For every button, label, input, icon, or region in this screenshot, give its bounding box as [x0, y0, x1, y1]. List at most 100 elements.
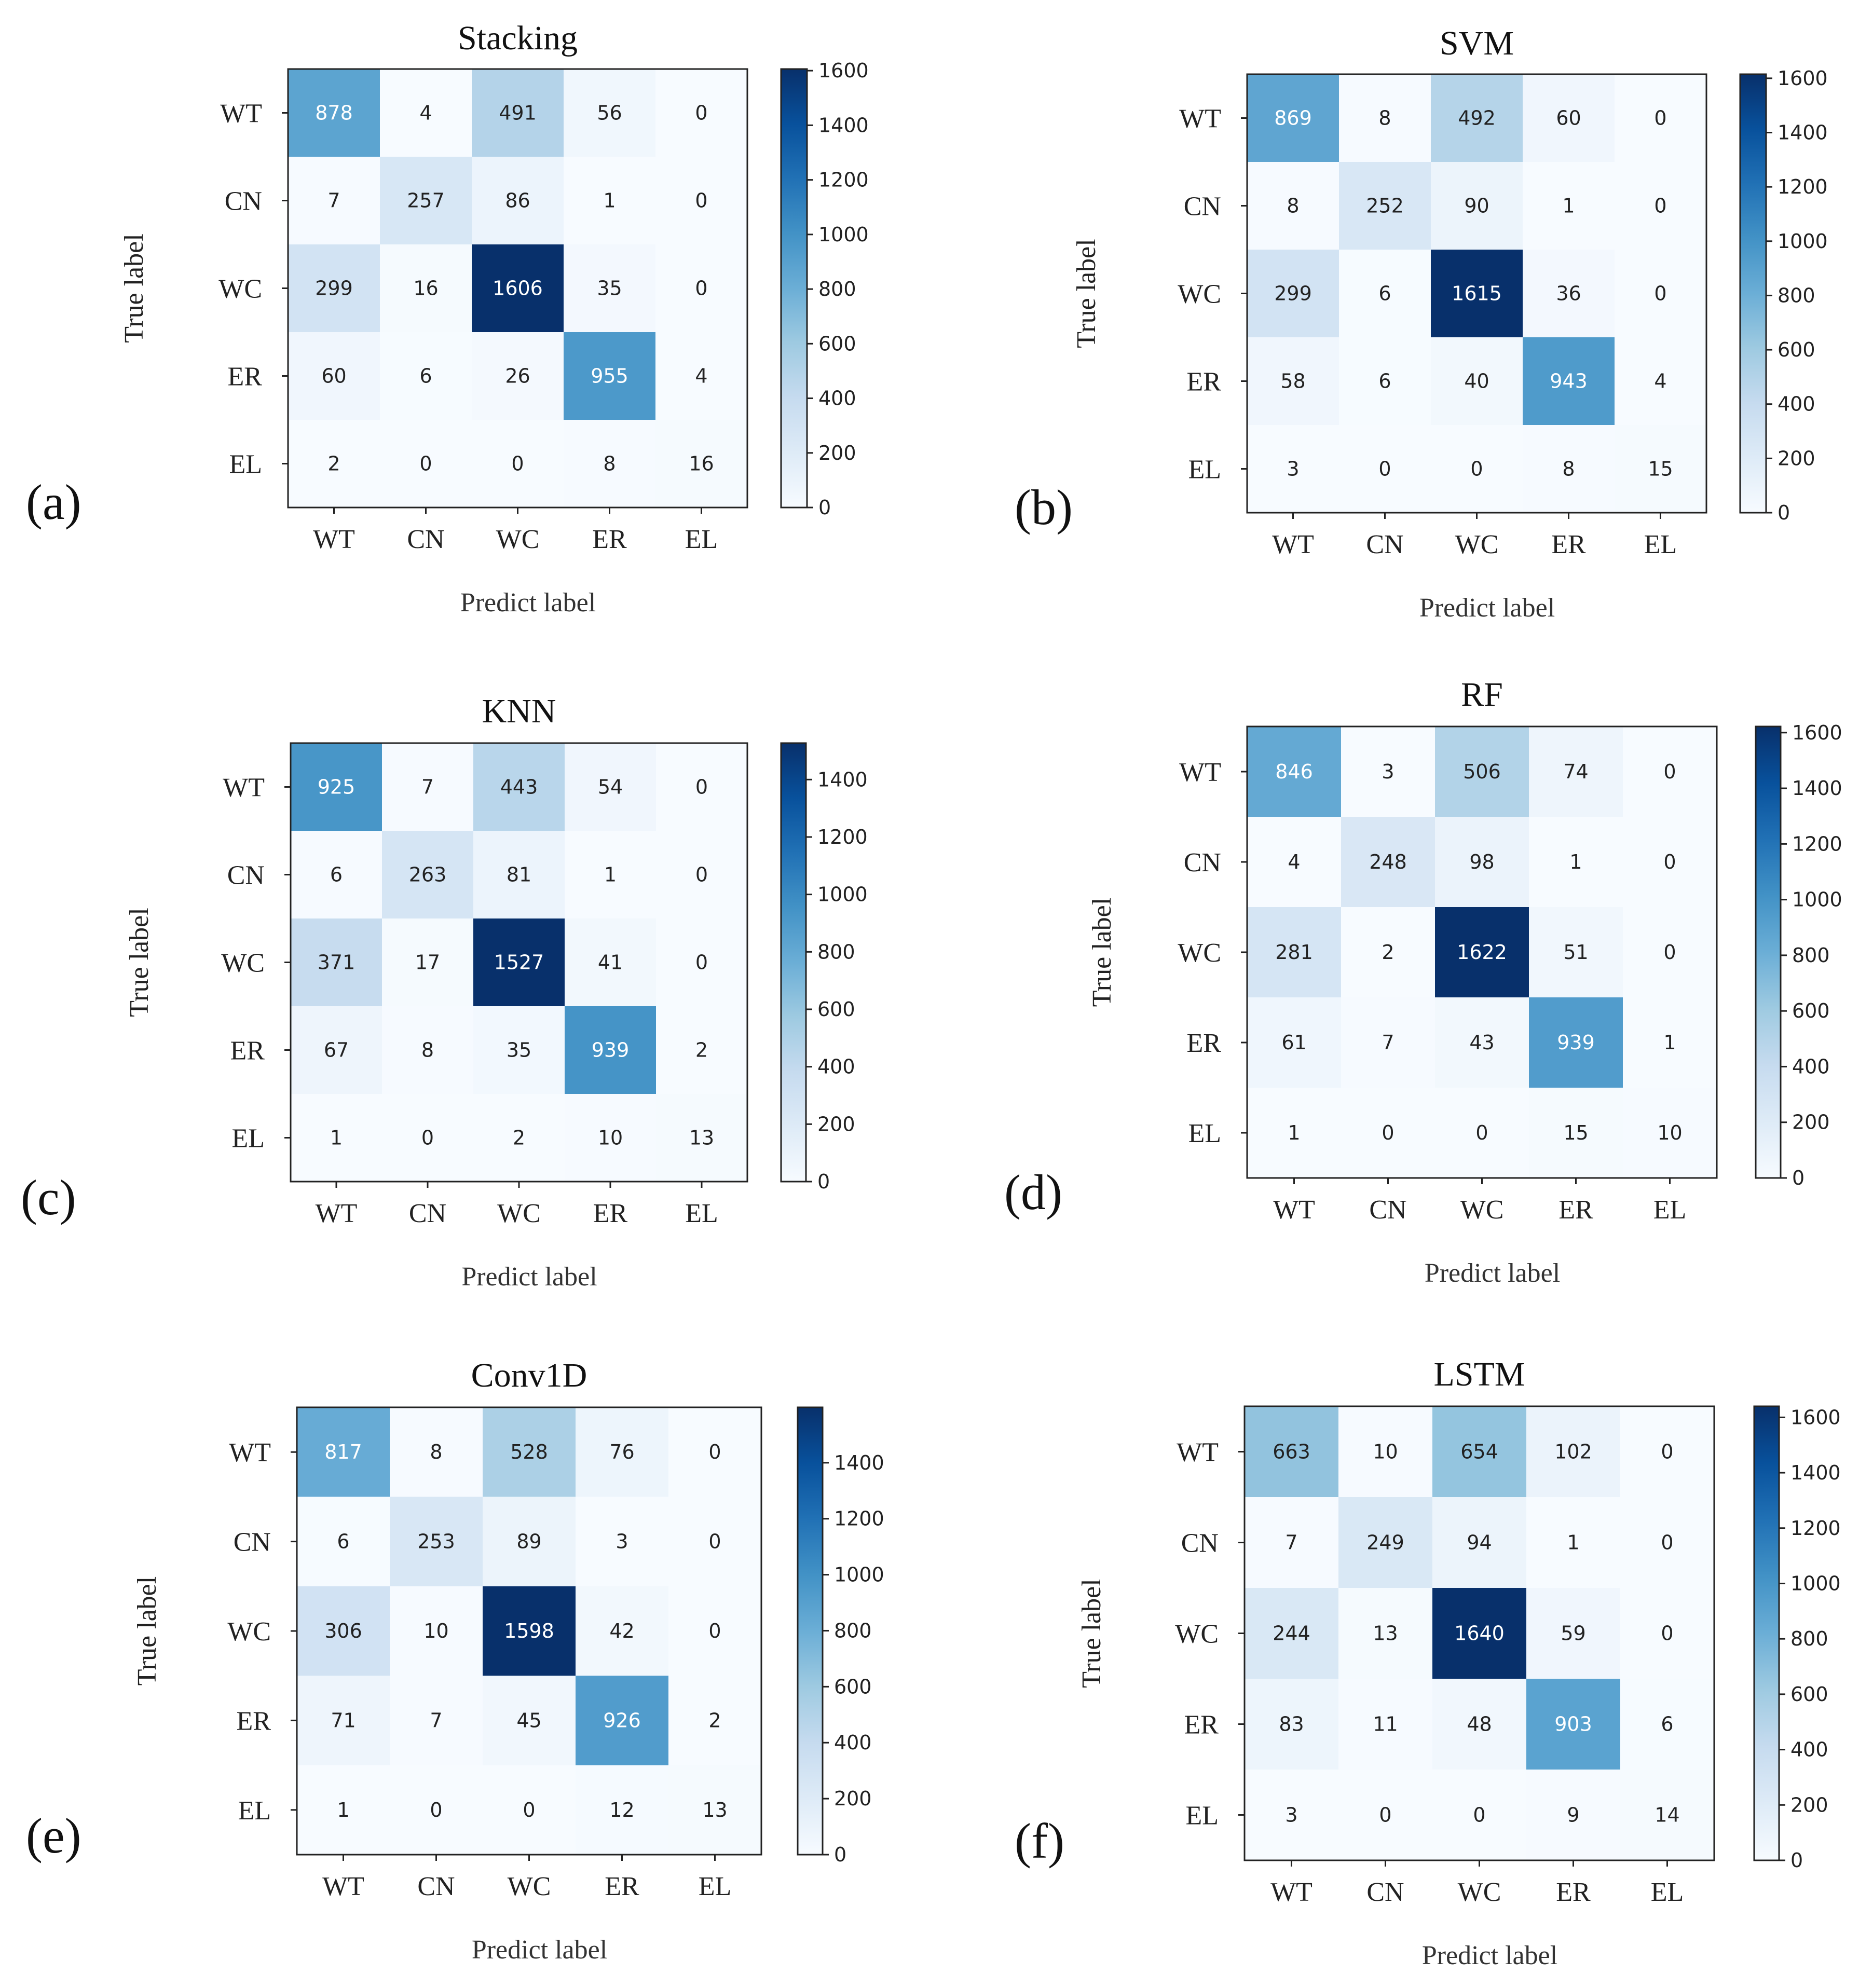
colorbar-tick-label: 1400	[1790, 1461, 1841, 1484]
cell-value-label: 528	[510, 1441, 548, 1463]
cell-cn-wc	[1431, 162, 1523, 250]
cell-cn-cn	[1338, 1497, 1433, 1588]
cell-value-label: 3	[1382, 760, 1394, 783]
cell-er-wc	[472, 332, 564, 420]
x-tick-label-wc: WC	[1455, 530, 1499, 559]
y-tick-label-wt: WT	[229, 1438, 271, 1468]
cell-value-label: 281	[1275, 941, 1313, 964]
cell-cn-cn	[1339, 162, 1431, 250]
cell-value-label: 60	[1556, 107, 1581, 130]
cell-cn-er	[1529, 817, 1623, 908]
x-tick-label-er: ER	[592, 525, 627, 554]
cell-value-label: 0	[1654, 107, 1666, 130]
x-tick-label-cn: CN	[1366, 530, 1403, 559]
cell-el-wt	[1247, 425, 1339, 513]
cell-value-label: 244	[1273, 1622, 1310, 1645]
cell-value-label: 4	[1654, 370, 1666, 393]
cell-wc-er	[1529, 907, 1623, 998]
x-tick-label-wt: WT	[1272, 530, 1314, 559]
y-tick-label-er: ER	[230, 1036, 265, 1066]
cell-wc-er	[1523, 250, 1615, 338]
colorbar-tick-label: 800	[1792, 944, 1830, 967]
x-tick-label-er: ER	[1551, 530, 1586, 559]
cell-value-label: 3	[1285, 1804, 1297, 1827]
cell-value-label: 1	[337, 1799, 349, 1821]
cell-value-label: 56	[597, 102, 622, 125]
cell-cn-el	[1615, 162, 1707, 250]
x-tick-label-wt: WT	[1273, 1195, 1315, 1225]
cell-cn-el	[1623, 817, 1717, 908]
cell-value-label: 492	[1458, 107, 1496, 130]
cell-value-label: 8	[1562, 458, 1575, 481]
colorbar-tick-label: 800	[1790, 1627, 1828, 1650]
x-tick-label-el: EL	[685, 1199, 718, 1228]
y-axis-label: True label	[1072, 239, 1101, 348]
cell-el-er	[576, 1765, 669, 1855]
colorbar-tick-label: 1200	[817, 826, 868, 848]
cell-value-label: 0	[421, 1127, 434, 1149]
cell-el-el	[668, 1765, 762, 1855]
cell-value-label: 74	[1563, 760, 1588, 783]
cell-el-cn	[1341, 1088, 1435, 1178]
cell-value-label: 926	[603, 1709, 641, 1732]
y-axis-label: True label	[1077, 1579, 1106, 1688]
cell-value-label: 102	[1554, 1441, 1592, 1463]
cell-value-label: 1	[1288, 1121, 1300, 1144]
x-tick-label-wt: WT	[322, 1872, 364, 1901]
colorbar-tick-label: 1000	[834, 1564, 884, 1586]
cell-value-label: 45	[516, 1709, 541, 1732]
cell-value-label: 6	[1378, 282, 1391, 305]
cell-cn-wc	[1432, 1497, 1527, 1588]
colorbar-tick-label: 1200	[834, 1507, 884, 1530]
cell-value-label: 306	[324, 1620, 362, 1642]
cell-wt-cn	[1341, 726, 1435, 817]
cell-value-label: 299	[1274, 282, 1312, 305]
cell-value-label: 2	[708, 1709, 721, 1732]
chart-title: Conv1D	[471, 1356, 587, 1394]
chart-title: LSTM	[1433, 1355, 1525, 1393]
y-tick-label-cn: CN	[227, 861, 265, 890]
colorbar-tick-label: 200	[817, 1113, 855, 1135]
panel-label: (e)	[26, 1808, 81, 1863]
cell-el-cn	[380, 420, 472, 508]
cell-value-label: 0	[695, 951, 708, 974]
x-tick-label-cn: CN	[407, 525, 444, 554]
cell-el-cn	[390, 1765, 483, 1855]
cell-value-label: 253	[417, 1530, 455, 1553]
cell-value-label: 1598	[504, 1620, 554, 1642]
cell-wc-el	[668, 1586, 762, 1676]
cell-value-label: 41	[598, 951, 623, 974]
cell-wt-el	[1620, 1406, 1715, 1498]
cell-wc-el	[656, 918, 748, 1007]
colorbar-tick-label: 1400	[834, 1451, 884, 1474]
cell-wt-wc	[1432, 1406, 1527, 1498]
cell-wc-cn	[1341, 907, 1435, 998]
cell-el-wc	[483, 1765, 576, 1855]
cell-wc-er	[564, 244, 656, 333]
cell-value-label: 0	[1379, 1804, 1391, 1827]
cell-cn-wc	[1435, 817, 1529, 908]
cell-er-wc	[483, 1676, 576, 1766]
cell-er-er	[1526, 1679, 1621, 1770]
cell-value-label: 8	[430, 1441, 442, 1463]
colorbar-tick-label: 1000	[818, 223, 869, 246]
colorbar	[1753, 1405, 1780, 1861]
cell-el-er	[1523, 425, 1615, 513]
cell-cn-wc	[483, 1497, 576, 1587]
cell-cn-er	[1526, 1497, 1621, 1588]
cell-el-el	[656, 1094, 748, 1182]
x-tick-label-er: ER	[605, 1872, 639, 1901]
cell-wc-wt	[297, 1586, 390, 1676]
cell-value-label: 1527	[494, 951, 544, 974]
cell-value-label: 36	[1556, 282, 1581, 305]
cell-value-label: 1622	[1457, 941, 1507, 964]
cell-el-el	[1615, 425, 1707, 513]
cell-value-label: 0	[708, 1441, 721, 1463]
cell-value-label: 9	[1567, 1804, 1579, 1827]
cell-value-label: 98	[1469, 851, 1494, 873]
panel-stacking: 878 4 491 56 0 7 257 86 1 0 299 16 1606 35 0 60 6 26 955 4 2…	[26, 19, 869, 618]
y-tick-label-wc: WC	[221, 949, 265, 978]
cell-value-label: 0	[511, 453, 524, 475]
colorbar-tick-label: 0	[834, 1843, 846, 1866]
